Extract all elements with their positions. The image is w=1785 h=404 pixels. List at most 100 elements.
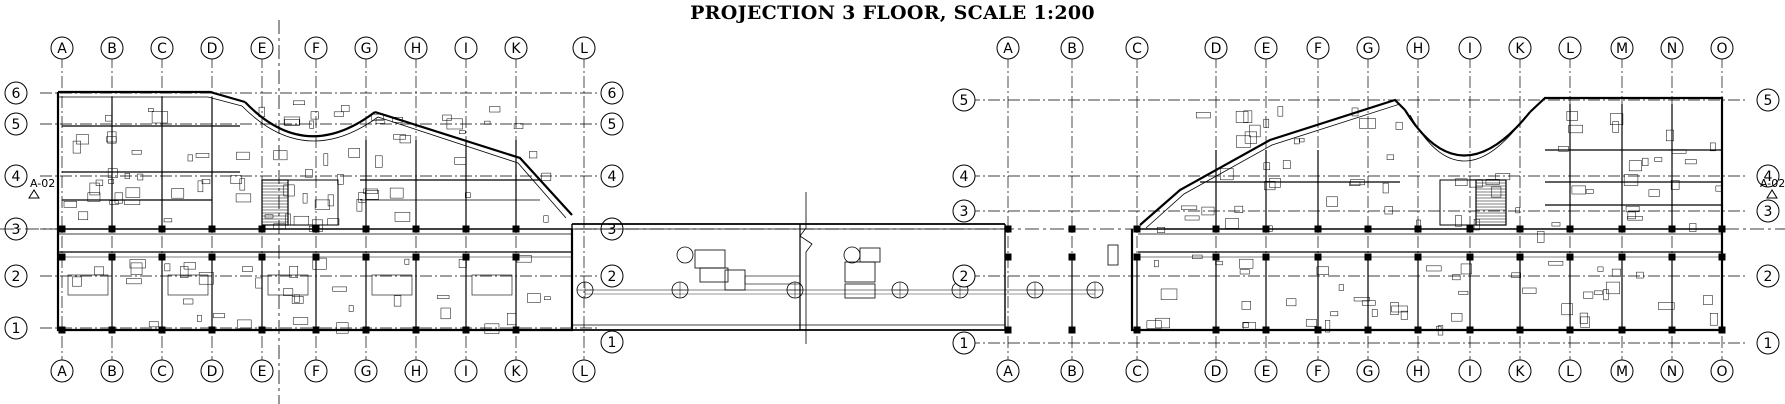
- furniture-item: [109, 200, 119, 205]
- furniture-item: [541, 172, 552, 181]
- grid-bubble-label: M: [1616, 364, 1628, 380]
- room-furniture: [371, 274, 413, 296]
- grid-bubble-circle: [1204, 36, 1228, 60]
- grid-bubble-bottom: E: [1254, 359, 1278, 383]
- grid-bubble-circle: [1756, 331, 1780, 355]
- structural-column: [1262, 326, 1270, 334]
- furniture-item: [283, 116, 301, 126]
- structural-column: [462, 326, 470, 334]
- grid-bubble-label: 3: [960, 204, 969, 220]
- grid-bubble-label: G: [361, 364, 372, 380]
- grid-bubble-left: 3: [952, 199, 976, 223]
- exterior-wall: [374, 110, 573, 216]
- furniture-item: [72, 140, 81, 154]
- furniture-item: [1241, 301, 1251, 310]
- furniture-item: [1548, 261, 1564, 266]
- furniture-item: [1715, 185, 1722, 192]
- grid-bubble-circle: [1458, 36, 1482, 60]
- furniture-item: [1400, 310, 1408, 320]
- furniture-item: [1146, 320, 1162, 329]
- furniture-item: [1670, 180, 1680, 190]
- grid-bubble-top: I: [454, 36, 478, 60]
- display-unit: [859, 247, 881, 263]
- furniture-item: [1566, 111, 1578, 121]
- furniture-item: [341, 105, 350, 112]
- structural-column: [58, 253, 66, 261]
- room-furniture: [267, 274, 309, 296]
- furniture-item: [312, 219, 323, 232]
- furniture-item: [305, 169, 313, 178]
- grid-bubble-label: 1: [608, 335, 617, 351]
- structural-column: [1566, 253, 1574, 261]
- structural-column: [1414, 253, 1422, 261]
- grid-bubble-bottom: A: [50, 359, 74, 383]
- furniture-item: [75, 134, 89, 145]
- structural-column: [512, 253, 520, 261]
- left-building: A A B B C C D D E E F F G G H H I I K K L L 6 6 5 5 4 4 3 3 2 2 1 1 A-02: [4, 36, 624, 383]
- grid-bubble-label: 4: [960, 169, 969, 185]
- grid-bubble-top: K: [504, 36, 528, 60]
- furniture-item: [148, 108, 154, 112]
- structural-column: [1466, 326, 1474, 334]
- furniture-item: [363, 188, 378, 194]
- grid-bubble-left: 1: [952, 331, 976, 355]
- grid-bubble-top: D: [1204, 36, 1228, 60]
- furniture-item: [327, 218, 340, 226]
- structural-column: [1004, 326, 1012, 334]
- furniture-item: [1235, 111, 1249, 123]
- grid-bubble-circle: [4, 264, 28, 288]
- furniture-item: [323, 153, 329, 166]
- grid-bubble-bottom: G: [1356, 359, 1380, 383]
- furniture-item: [375, 155, 383, 168]
- grid-bubble-label: L: [1566, 364, 1574, 380]
- furniture-item: [1234, 205, 1244, 213]
- furniture-item: [108, 179, 114, 184]
- grid-bubble-top: M: [1610, 36, 1634, 60]
- furniture-item: [1243, 110, 1253, 123]
- structural-column: [1718, 225, 1726, 233]
- furniture-item: [1593, 290, 1603, 295]
- furniture-item: [332, 286, 347, 292]
- curved-facade-inner: [241, 105, 379, 142]
- furniture-item: [436, 295, 450, 299]
- furniture-item: [1249, 124, 1261, 138]
- furniture-item: [124, 173, 130, 179]
- furniture-item: [529, 151, 538, 159]
- furniture-item: [1642, 157, 1649, 166]
- grid-bubble-label: B: [107, 41, 117, 57]
- furniture-item: [1666, 129, 1674, 142]
- furniture-item: [131, 150, 142, 155]
- grid-bubble-circle: [100, 36, 124, 60]
- furniture-item: [1672, 149, 1687, 154]
- structural-column: [1718, 326, 1726, 334]
- structural-column: [1566, 225, 1574, 233]
- curved-facade-inner: [1409, 114, 1526, 162]
- furniture-item: [293, 215, 309, 226]
- grid-bubble-label: F: [1314, 41, 1322, 57]
- grid-bubble-circle: [1356, 36, 1380, 60]
- grid-bubble-label: A: [1003, 41, 1013, 57]
- structural-column: [1566, 326, 1574, 334]
- grid-bubble-circle: [600, 264, 624, 288]
- break-line: [799, 192, 813, 344]
- furniture-item: [1156, 227, 1166, 233]
- curved-facade: [1404, 109, 1531, 157]
- grid-bubble-circle: [1508, 359, 1532, 383]
- furniture-item: [183, 262, 196, 270]
- furniture-item: [375, 119, 386, 124]
- seating-round-table: [843, 246, 861, 264]
- grid-bubble-circle: [1406, 359, 1430, 383]
- grid-bubble-label: I: [464, 364, 468, 380]
- grid-bubble-top: C: [150, 36, 174, 60]
- furniture-item: [389, 187, 404, 199]
- furniture-item: [163, 218, 173, 223]
- structural-column: [1133, 253, 1141, 261]
- grid-bubble-right: 2: [1756, 264, 1780, 288]
- furniture-item: [393, 295, 402, 307]
- grid-bubble-circle: [4, 164, 28, 188]
- grid-bubble-circle: [1125, 359, 1149, 383]
- structural-column: [1314, 253, 1322, 261]
- structural-column: [362, 253, 370, 261]
- grid-bubble-top: K: [1508, 36, 1532, 60]
